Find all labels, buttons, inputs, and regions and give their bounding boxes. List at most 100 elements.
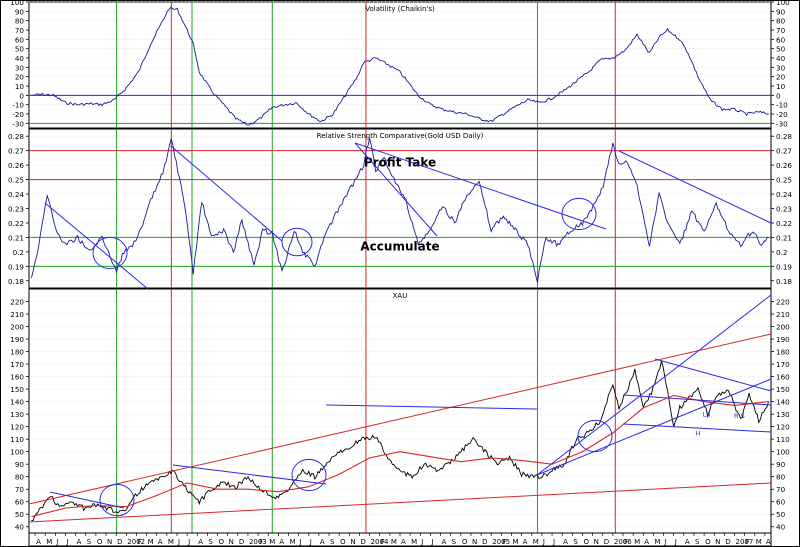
x-tick-label: D xyxy=(117,538,122,546)
x-tick-label: J xyxy=(542,538,545,546)
y-tick-label-left: 0.27 xyxy=(8,147,24,156)
x-tick-label: A xyxy=(158,538,163,546)
highlight-circle xyxy=(99,483,135,517)
x-tick-label: 2003 xyxy=(249,538,267,546)
x-tick-label: O xyxy=(583,538,589,546)
annotation: R S xyxy=(734,412,745,420)
x-tick-label: D xyxy=(360,538,365,546)
x-tick-label: F xyxy=(137,538,141,546)
x-tick-label: A xyxy=(320,538,325,546)
trendline xyxy=(354,142,438,237)
y-tick-label-right: 90 xyxy=(776,460,786,469)
y-tick-label-right: 60 xyxy=(776,35,786,44)
x-tick-label: D xyxy=(725,538,730,546)
trendline xyxy=(536,294,772,476)
trendline xyxy=(172,464,327,485)
y-tick-label-right: 50 xyxy=(776,510,786,519)
y-tick-label-left: 0.28 xyxy=(8,132,24,141)
highlight-circle xyxy=(92,236,128,270)
y-tick-label-left: 60 xyxy=(15,498,25,507)
series-line xyxy=(31,6,769,126)
y-tick-label-right: 80 xyxy=(776,17,786,26)
y-tick-label-left: 120 xyxy=(10,423,24,432)
y-tick-label-left: 0.21 xyxy=(8,233,24,242)
y-tick-label-left: 100 xyxy=(10,448,24,457)
panel-title: Relative Strength Comparative(Gold USD D… xyxy=(317,132,484,140)
y-tick-label-right: 0.19 xyxy=(776,262,792,271)
panel-title: XAU xyxy=(393,292,408,300)
y-tick-label-left: 200 xyxy=(10,323,24,332)
y-tick-label-left: 0.19 xyxy=(8,262,24,271)
y-tick-label-right: 200 xyxy=(776,323,790,332)
x-tick-label: J xyxy=(430,538,433,546)
y-tick-label-left: 80 xyxy=(15,17,25,26)
trendline xyxy=(28,333,772,505)
y-tick-label-right: 0.27 xyxy=(776,147,792,156)
y-tick-label-right: 0 xyxy=(776,91,781,100)
trendline xyxy=(325,404,538,410)
x-tick-label: M xyxy=(634,538,640,546)
x-tick-label: S xyxy=(452,538,457,546)
y-tick-label-left: -20 xyxy=(12,110,24,119)
x-tick-label: F xyxy=(502,538,506,546)
y-tick-label-left: 210 xyxy=(10,310,24,319)
y-tick-label-left: 10 xyxy=(15,82,25,91)
y-tick-label-left: 190 xyxy=(10,335,24,344)
y-tick-label-left: 40 xyxy=(15,54,25,63)
y-tick-label-left: 70 xyxy=(15,485,25,494)
x-tick-label: F xyxy=(381,538,385,546)
x-tick-label: O xyxy=(462,538,468,546)
annotation: H xyxy=(696,429,701,437)
panel-title: Volatility (Chaikin's) xyxy=(365,5,435,13)
y-tick-label-right: 30 xyxy=(776,63,786,72)
x-tick-label: M xyxy=(391,538,397,546)
y-tick-label-right: -10 xyxy=(776,101,788,110)
panel-frame xyxy=(28,288,772,534)
x-tick-label: M xyxy=(756,538,762,546)
y-tick-label-right: 110 xyxy=(776,435,790,444)
annotation: Accumulate xyxy=(360,239,439,253)
trendline xyxy=(44,202,149,290)
x-tick-label: A xyxy=(279,538,284,546)
x-tick-label: J xyxy=(299,538,302,546)
y-tick-label-right: 100 xyxy=(776,448,790,457)
x-tick-label: 2006 xyxy=(614,538,632,546)
y-tick-label-right: 40 xyxy=(776,523,786,532)
x-tick-label: M xyxy=(289,538,295,546)
y-tick-label-right: 120 xyxy=(776,423,790,432)
y-tick-label-left: 30 xyxy=(15,63,25,72)
y-tick-label-left: 20 xyxy=(15,73,25,82)
x-tick-label: A xyxy=(644,538,649,546)
trendline xyxy=(170,145,283,242)
panel-frame xyxy=(28,128,772,289)
y-tick-label-right: 20 xyxy=(776,73,786,82)
y-tick-label-right: 190 xyxy=(776,335,790,344)
x-tick-label: D xyxy=(604,538,609,546)
y-tick-label-left: 0.22 xyxy=(8,219,24,228)
x-tick-label: D xyxy=(239,538,244,546)
y-tick-label-left: 60 xyxy=(15,35,25,44)
x-tick-label: J xyxy=(187,538,190,546)
y-tick-label-left: 80 xyxy=(15,473,25,482)
y-tick-label-right: 50 xyxy=(776,45,786,54)
y-tick-label-left: 150 xyxy=(10,385,24,394)
y-tick-label-right: 0.24 xyxy=(776,190,792,199)
y-tick-label-right: 10 xyxy=(776,82,786,91)
panel-3: 40 40 50 50 60 60 70 70 80 80 90 90 100 100 110 110 120 1… xyxy=(10,288,790,534)
y-tick-label-left: 110 xyxy=(10,435,24,444)
y-tick-label-left: 70 xyxy=(15,26,25,35)
trendline xyxy=(654,358,772,392)
x-tick-label: O xyxy=(340,538,346,546)
x-tick-label: M xyxy=(654,538,660,546)
y-tick-label-right: 220 xyxy=(776,298,790,307)
x-tick-label: S xyxy=(695,538,700,546)
y-tick-label-left: 170 xyxy=(10,360,24,369)
y-tick-label-right: 100 xyxy=(776,0,790,7)
x-tick-label: N xyxy=(229,538,234,546)
trendline xyxy=(354,142,607,230)
x-tick-label: J xyxy=(420,538,423,546)
highlight-circle xyxy=(281,227,313,257)
x-tick-label: F xyxy=(259,538,263,546)
